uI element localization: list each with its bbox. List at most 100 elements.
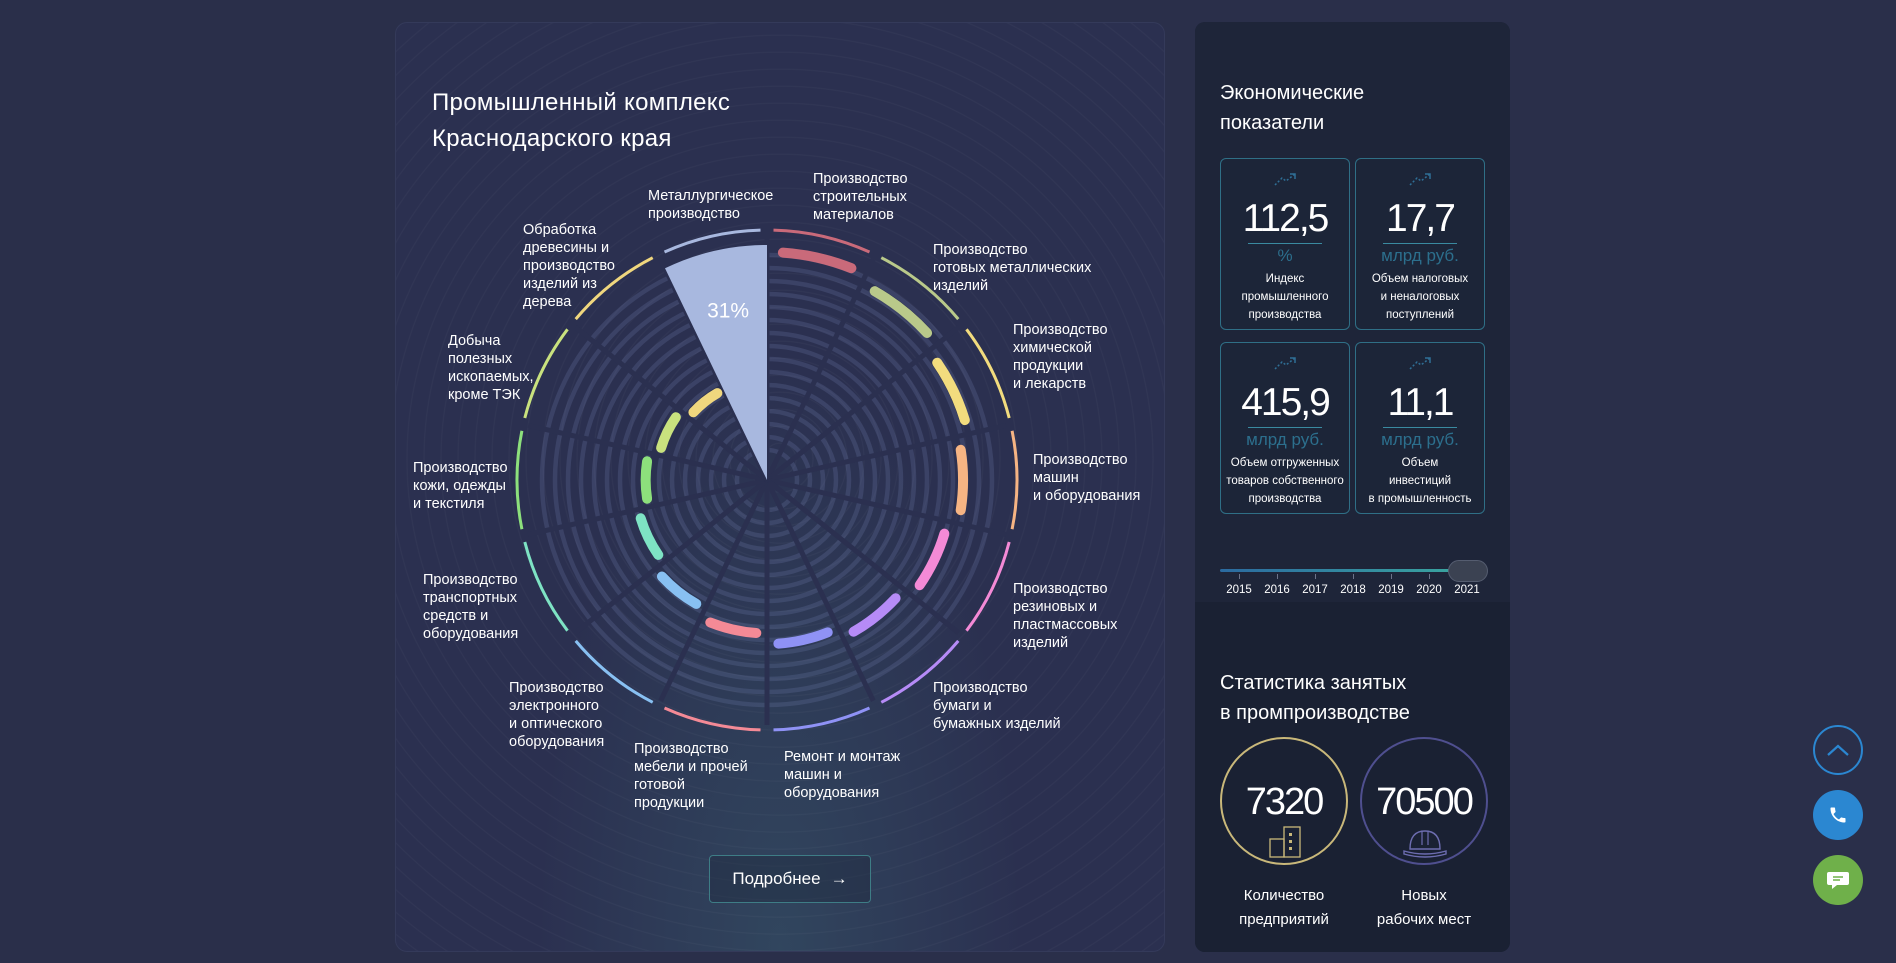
category-label-line: производство: [523, 258, 615, 274]
kpi-label-line: инвестиций: [1388, 475, 1452, 487]
category-label-line: кроме ТЭК: [448, 387, 521, 403]
industry-radial-chart: 31%Производство строительных материаловПро…: [413, 171, 1140, 811]
category-label-line: электронного: [509, 698, 599, 714]
year-label-2017[interactable]: 2017: [1302, 584, 1328, 596]
arrow-right-icon: →: [830, 869, 848, 888]
category-label-line: строительных: [813, 189, 908, 205]
year-tick: [1429, 574, 1430, 579]
category-bar-arc: [635, 513, 664, 560]
category-label-line: изделий: [1013, 635, 1068, 651]
category-rim-arc: [663, 228, 761, 254]
sector-divider: [765, 325, 961, 482]
year-label-2016[interactable]: 2016: [1264, 584, 1290, 596]
category-bar-arc: [777, 247, 857, 274]
category-bar-arc: [932, 357, 970, 426]
enterprises-value: 7320: [1245, 781, 1325, 823]
category-label-line: оборудования: [509, 734, 604, 750]
jobs-stat: 70500: [1360, 737, 1488, 865]
year-label-2018[interactable]: 2018: [1340, 584, 1366, 596]
kpi-label: Индекс промышленного производства: [1225, 270, 1345, 324]
kpi-unit: млрд руб.: [1246, 430, 1324, 449]
kpi-label-line: производства: [1248, 493, 1322, 505]
category-rim-arc: [965, 328, 1011, 419]
category-label-line: Обработка: [523, 222, 597, 238]
category-label-line: Добыча: [448, 333, 501, 349]
category-bar-arc: [656, 412, 681, 453]
year-slider[interactable]: 2015 2016 2017 2018 2019 2020 2021: [1220, 540, 1488, 596]
sector-divider: [527, 477, 768, 537]
category-label: Производство строительных материалов: [813, 171, 908, 223]
category-label-line: мебели и прочей: [634, 759, 748, 775]
enterprises-label: Количество предприятий: [1209, 884, 1359, 932]
category-label-line: средств и: [423, 608, 488, 624]
sector-divider: [658, 478, 770, 702]
kpi-unit: млрд руб.: [1381, 246, 1459, 265]
category-label-line: готовых металлических: [933, 260, 1092, 276]
year-tick: [1353, 574, 1354, 579]
category-label: Производство машин и оборудования: [1033, 452, 1140, 504]
category-rim-arc: [515, 430, 524, 530]
year-label-2015[interactable]: 2015: [1226, 584, 1252, 596]
category-label: Производство мебели и прочей готовой продук…: [634, 741, 748, 811]
year-label-2020[interactable]: 2020: [1416, 584, 1442, 596]
trend-up-icon: [1274, 173, 1296, 186]
kpi-label-line: в промышленность: [1368, 493, 1472, 505]
category-bar-arc: [955, 444, 969, 516]
category-label-line: Ремонт и монтаж: [784, 749, 901, 765]
category-label-line: Производство: [1013, 322, 1108, 338]
kpi-card-tax-revenue[interactable]: 17,7 млрд руб. Объем налоговых и неналог…: [1355, 158, 1485, 330]
category-label-line: Производство: [1013, 581, 1108, 597]
category-label: Производство бумаги и бумажных изделий: [933, 680, 1061, 732]
category-rim-arc: [523, 328, 569, 419]
category-label-line: Металлургическое: [648, 188, 773, 204]
kpi-label-line: поступлений: [1385, 309, 1455, 321]
category-label-line: древесины и: [523, 240, 609, 256]
category-label-line: готовой: [634, 777, 685, 793]
category-rim-arc: [880, 256, 960, 321]
category-label: Производство транспортных средств и оборудо…: [423, 572, 518, 642]
kpi-label-line: товаров собственного: [1226, 475, 1344, 487]
category-rim-arc: [1010, 430, 1019, 530]
panel-title: Промышленный комплекс Краснодарского кра…: [432, 85, 852, 157]
economics-section: Экономические показатели 112,5 % Индекс …: [1195, 22, 1510, 602]
category-label-line: резиновых и: [1013, 599, 1097, 615]
economics-title-line1: Экономические: [1220, 82, 1365, 104]
slider-handle[interactable]: [1448, 560, 1488, 582]
employment-title-line1: Статистика занятых: [1220, 672, 1407, 694]
kpi-label: Объем инвестиций в промышленность: [1360, 454, 1480, 508]
scroll-top-button[interactable]: [1813, 725, 1863, 775]
kpi-card-investments[interactable]: 11,1 млрд руб. Объем инвестиций в промыш…: [1355, 342, 1485, 514]
jobs-label-line: рабочих мест: [1376, 911, 1472, 928]
category-rim-arc: [574, 639, 654, 704]
kpi-label-line: Объем: [1401, 457, 1439, 469]
more-button[interactable]: Подробнее →: [709, 855, 871, 903]
category-label-line: Производство: [413, 460, 508, 476]
category-label-line: оборудования: [423, 626, 518, 642]
kpi-value: 17,7: [1386, 197, 1456, 240]
slider-track[interactable]: [1220, 569, 1460, 572]
category-label-line: материалов: [813, 207, 894, 223]
category-label-line: кожи, одежды: [413, 478, 506, 494]
chat-button[interactable]: [1813, 855, 1863, 905]
category-rim-arc: [880, 639, 960, 704]
category-label-line: и лекарств: [1013, 376, 1086, 392]
panel-title-line1: Промышленный комплекс: [432, 89, 731, 116]
category-rim-arc: [574, 256, 654, 321]
year-label-2021[interactable]: 2021: [1454, 584, 1480, 596]
category-label-line: химической: [1013, 340, 1092, 356]
kpi-card-production-index[interactable]: 112,5 % Индекс промышленного производств…: [1220, 158, 1350, 330]
kpi-card-shipped-goods[interactable]: 415,9 млрд руб. Объем отгруженных товаро…: [1220, 342, 1350, 514]
category-label-line: полезных: [448, 351, 513, 367]
selected-sector-wedge: [665, 245, 767, 480]
category-label-line: машин и: [784, 767, 842, 783]
category-label-line: Производство: [423, 572, 518, 588]
employment-title: Статистика занятых в промпроизводстве: [1220, 668, 1410, 728]
category-bar-arc: [869, 286, 933, 338]
kpi-label: Объем отгруженных товаров собственного п…: [1225, 454, 1345, 508]
category-label-line: производство: [648, 206, 740, 222]
sector-divider: [573, 325, 769, 482]
category-label-line: и текстиля: [413, 496, 484, 512]
year-label-2019[interactable]: 2019: [1378, 584, 1404, 596]
category-rim-arc: [773, 228, 871, 254]
call-button[interactable]: [1813, 790, 1863, 840]
